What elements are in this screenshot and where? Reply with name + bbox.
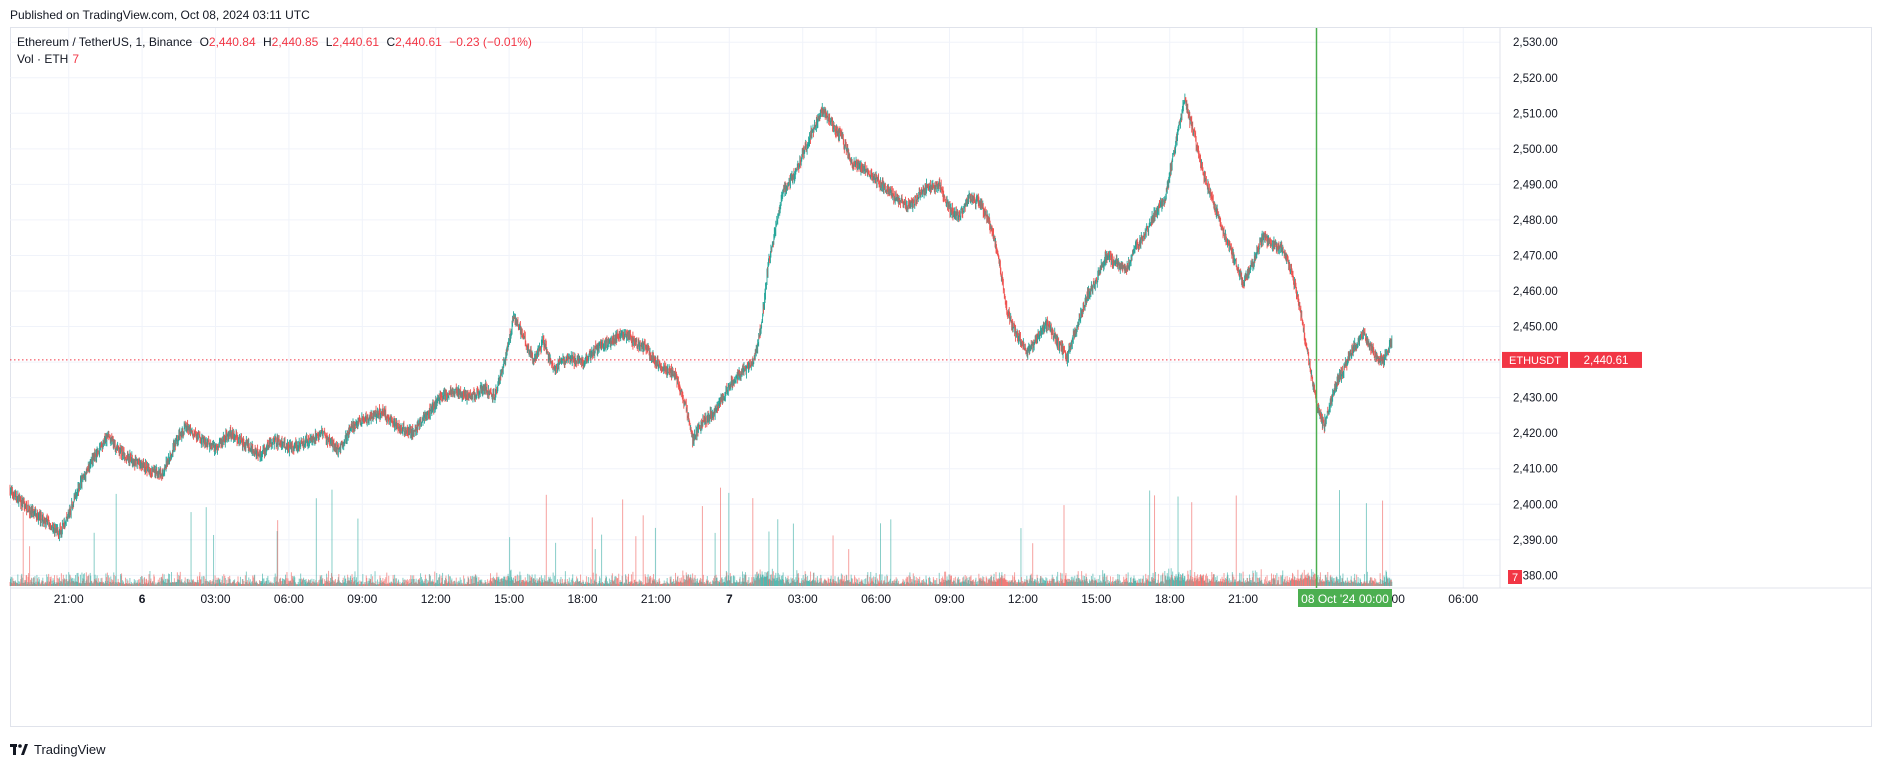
- x-tick-label: 21:00: [1228, 592, 1258, 606]
- y-tick-label: 2,450.00: [1513, 322, 1558, 334]
- y-tick-label: 2,410.00: [1513, 464, 1558, 476]
- x-tick-label: 06:00: [1448, 592, 1478, 606]
- y-tick-label: 2,490.00: [1513, 179, 1558, 191]
- published-note: Published on TradingView.com, Oct 08, 20…: [10, 8, 310, 22]
- x-tick-label: 12:00: [1008, 592, 1038, 606]
- x-tick-label: 06:00: [274, 592, 304, 606]
- chart-frame[interactable]: [10, 27, 1872, 727]
- y-tick-label: 2,400.00: [1513, 499, 1558, 511]
- y-tick-label: 2,530.00: [1513, 37, 1558, 49]
- y-tick-label: 2,420.00: [1513, 428, 1558, 440]
- x-tick-label: 21:00: [54, 592, 84, 606]
- y-tick-label: 2,470.00: [1513, 250, 1558, 262]
- y-tick-label: 2,380.00: [1513, 570, 1558, 582]
- x-tick-label: 15:00: [1081, 592, 1111, 606]
- candles: [9, 93, 1393, 542]
- x-tick-label: 03:00: [788, 592, 818, 606]
- y-tick-label: 2,430.00: [1513, 393, 1558, 405]
- x-tick-label: 09:00: [347, 592, 377, 606]
- y-tick-label: 2,480.00: [1513, 215, 1558, 227]
- x-tick-label: 15:00: [494, 592, 524, 606]
- y-tick-label: 2,390.00: [1513, 535, 1558, 547]
- y-tick-label: 2,460.00: [1513, 286, 1558, 298]
- x-tick-label: 7: [726, 592, 733, 606]
- x-tick-label: 09:00: [934, 592, 964, 606]
- x-tick-label: 12:00: [421, 592, 451, 606]
- x-tick-label: 18:00: [1155, 592, 1185, 606]
- y-tick-label: 2,510.00: [1513, 108, 1558, 120]
- x-tick-label: 21:00: [641, 592, 671, 606]
- x-tick-label: 03:00: [201, 592, 231, 606]
- x-tick-label: 06:00: [861, 592, 891, 606]
- y-tick-label: 2,520.00: [1513, 73, 1558, 85]
- y-tick-label: 2,500.00: [1513, 144, 1558, 156]
- volume-bars: [9, 487, 1393, 586]
- x-tick-label: 6: [139, 592, 146, 606]
- x-tick-label: 18:00: [567, 592, 597, 606]
